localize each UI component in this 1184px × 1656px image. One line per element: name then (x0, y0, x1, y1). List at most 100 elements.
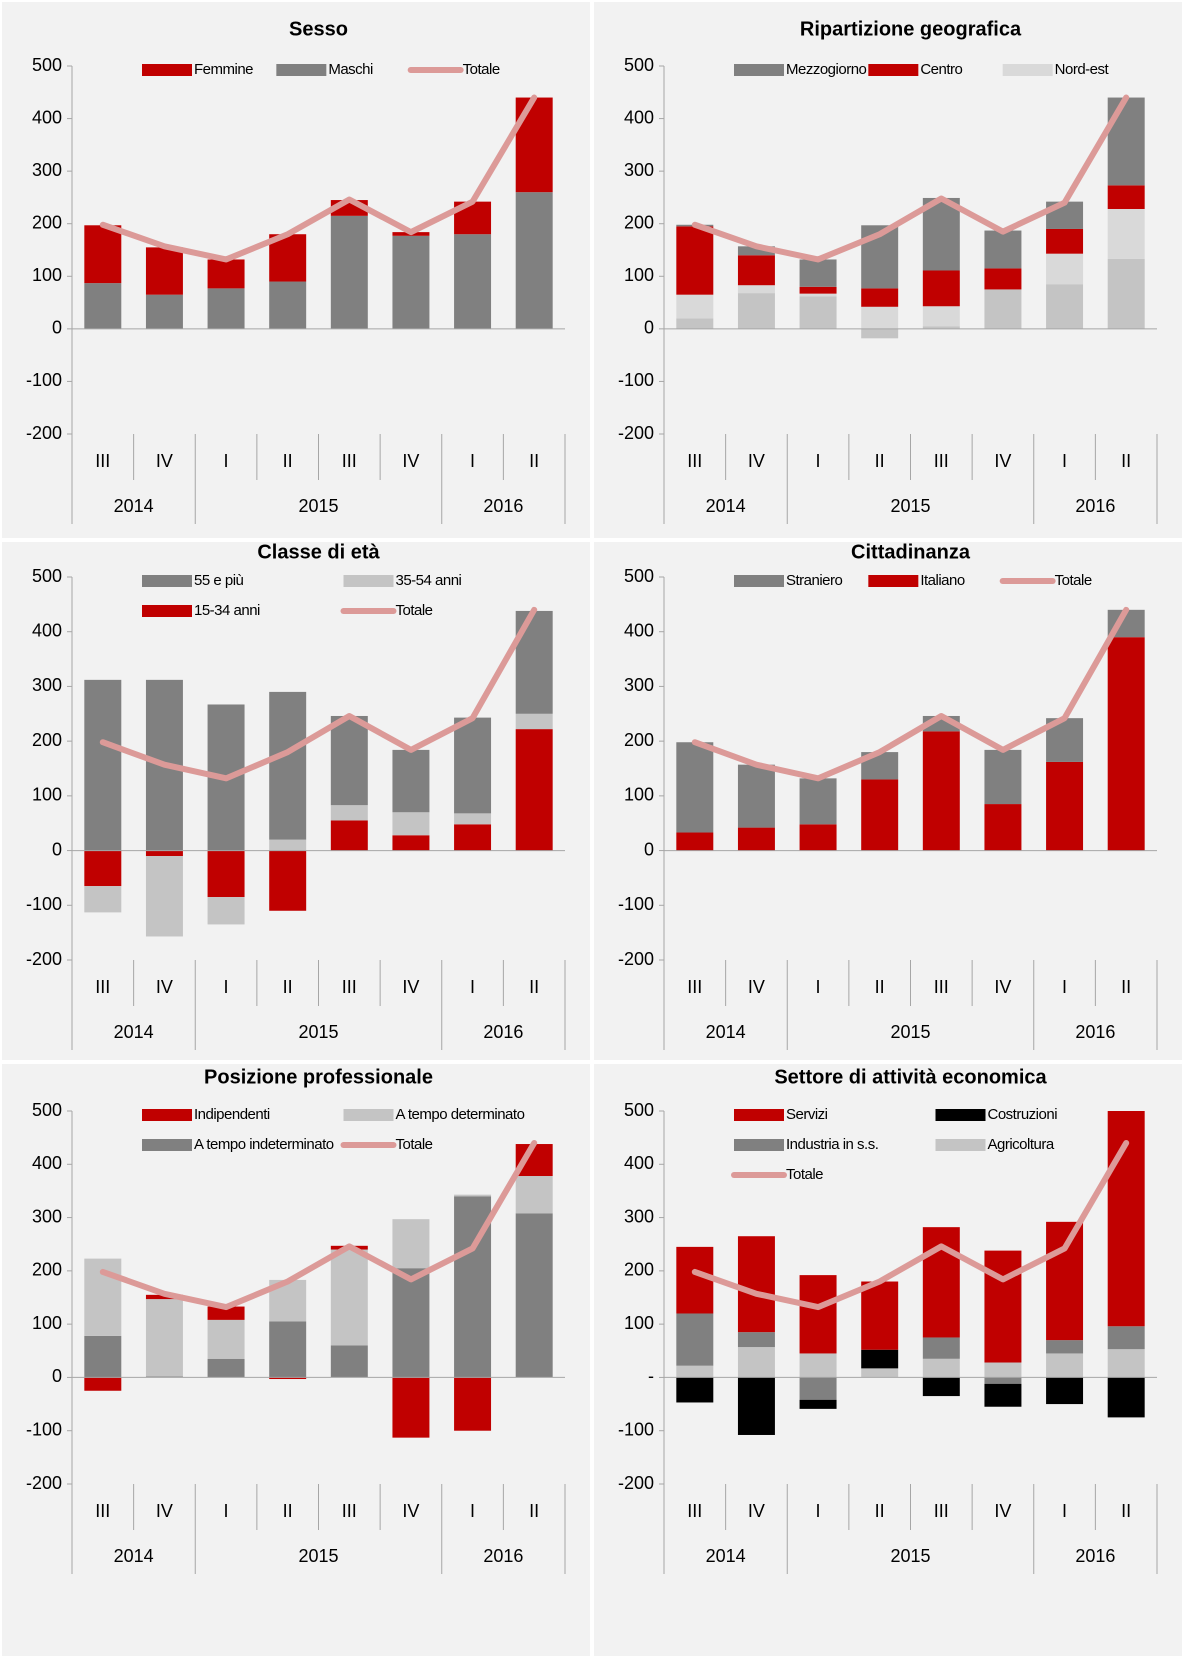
x-tick-label: II (283, 977, 293, 997)
year-label: 2014 (706, 1546, 746, 1566)
x-tick-label: I (470, 1501, 475, 1521)
bar (1107, 1349, 1145, 1378)
legend-label: Maschi (328, 61, 373, 78)
bar (1046, 253, 1084, 285)
bar (330, 820, 368, 851)
x-tick-label: IV (748, 1501, 765, 1521)
x-tick-label: I (1062, 977, 1067, 997)
y-tick-label: 300 (32, 160, 62, 180)
y-tick-label: 500 (32, 55, 62, 75)
y-tick-label: 100 (624, 265, 654, 285)
bar (84, 225, 122, 284)
x-tick-label: III (342, 1501, 357, 1521)
bar (799, 1377, 837, 1400)
bar (861, 288, 899, 307)
year-label: 2016 (1075, 496, 1115, 516)
x-tick-label: IV (402, 977, 419, 997)
legend-swatch (142, 605, 192, 617)
bar (392, 235, 430, 329)
bar (84, 850, 122, 887)
bar (207, 1358, 245, 1378)
bar (145, 1376, 183, 1378)
y-tick-label: 400 (624, 1153, 654, 1173)
y-tick-label: 200 (32, 1260, 62, 1280)
bar (922, 731, 960, 851)
bar (984, 1250, 1022, 1363)
bar (922, 306, 960, 327)
bar (392, 812, 430, 836)
legend-swatch (343, 575, 394, 587)
x-tick-label: II (1121, 1501, 1131, 1521)
y-tick-label: -200 (618, 423, 654, 443)
bar (207, 259, 245, 289)
x-tick-label: II (875, 1501, 885, 1521)
bar (737, 246, 775, 256)
bar (392, 1268, 430, 1378)
legend-swatch (868, 64, 919, 76)
bar (737, 1332, 775, 1348)
bar (676, 294, 714, 319)
bar (984, 749, 1022, 805)
bar (207, 1306, 245, 1320)
legend-label: Mezzogiorno (786, 61, 867, 78)
y-tick-label: 0 (52, 1366, 62, 1386)
year-label: 2015 (298, 1022, 338, 1042)
y-tick-label: 500 (32, 566, 62, 586)
legend-swatch (142, 1109, 192, 1121)
bar (454, 1194, 492, 1197)
bar (799, 778, 837, 825)
year-label: 2015 (298, 496, 338, 516)
x-tick-label: II (529, 1501, 539, 1521)
bar (676, 1365, 714, 1378)
y-tick-label: -200 (26, 423, 62, 443)
x-tick-label: II (875, 977, 885, 997)
bar (922, 1377, 960, 1397)
bar (861, 328, 899, 339)
x-tick-label: III (342, 451, 357, 471)
bar (1046, 761, 1084, 851)
bar (922, 197, 960, 271)
legend-swatch (1002, 64, 1053, 76)
y-tick-label: -200 (618, 1473, 654, 1493)
legend-swatch (343, 1109, 394, 1121)
bar (984, 230, 1022, 269)
legend-label: Femmine (194, 61, 253, 78)
bar (737, 1347, 775, 1378)
year-label: 2016 (1075, 1022, 1115, 1042)
y-tick-label: 0 (52, 839, 62, 859)
year-label: 2016 (483, 1022, 523, 1042)
year-label: 2014 (114, 1546, 154, 1566)
bar (984, 289, 1022, 329)
y-tick-label: -100 (618, 1419, 654, 1439)
bar (1046, 1340, 1084, 1354)
x-tick-label: II (283, 1501, 293, 1521)
x-tick-label: I (470, 451, 475, 471)
bar (861, 1368, 899, 1378)
line-series (99, 94, 538, 263)
bar (922, 1358, 960, 1378)
bar (207, 850, 245, 898)
chart-title: Cittadinanza (851, 541, 971, 563)
bar (737, 1236, 775, 1333)
bar (454, 1377, 492, 1431)
y-tick-label: 100 (32, 785, 62, 805)
bar (269, 691, 307, 840)
y-tick-label: -100 (26, 370, 62, 390)
bar (984, 1377, 1022, 1384)
y-tick-label: 200 (624, 212, 654, 232)
bar (1107, 97, 1145, 186)
y-tick-label: -100 (618, 894, 654, 914)
bar (984, 268, 1022, 290)
legend-label: Totale (396, 602, 433, 619)
x-tick-label: III (934, 1501, 949, 1521)
bar (799, 824, 837, 851)
legend-swatch (142, 575, 192, 587)
bar (330, 1249, 368, 1346)
x-tick-label: IV (994, 1501, 1011, 1521)
y-tick-label: -100 (26, 1419, 62, 1439)
bar (922, 1337, 960, 1359)
bar (515, 610, 553, 714)
x-tick-label: I (816, 1501, 821, 1521)
legend-label: Totale (396, 1136, 433, 1153)
bar (676, 1313, 714, 1366)
